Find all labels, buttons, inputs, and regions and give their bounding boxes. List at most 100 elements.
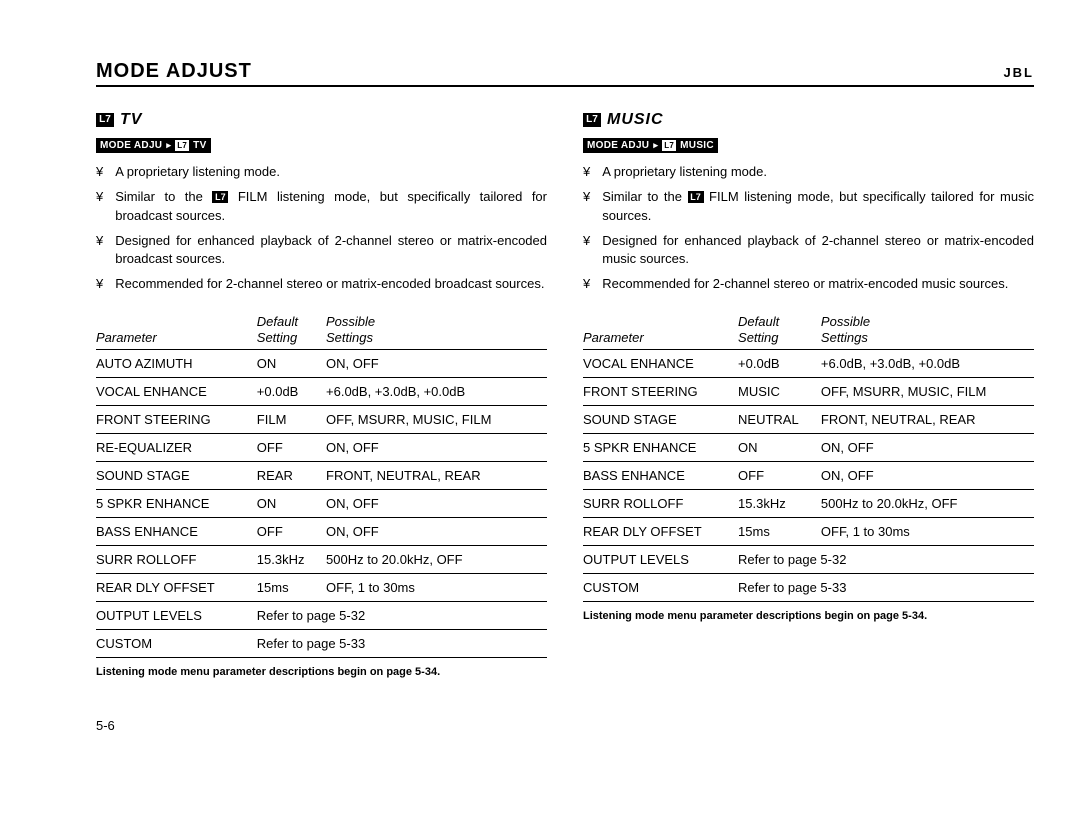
table-cell: REAR DLY OFFSET [583, 518, 738, 546]
bullets-tv: ¥A proprietary listening mode.¥Similar t… [96, 163, 547, 294]
table-cell: ON [257, 490, 326, 518]
table-cell: 15.3kHz [257, 546, 326, 574]
table-cell: Refer to page 5-32 [257, 602, 547, 630]
table-cell: OFF, 1 to 30ms [821, 518, 1034, 546]
menu-path-music: MODE ADJU ▸ L7 MUSIC [583, 138, 718, 153]
l7-icon: L7 [688, 191, 704, 203]
table-cell: CUSTOM [96, 630, 257, 658]
menu-segment: MUSIC [680, 140, 714, 151]
bullet-mark: ¥ [583, 188, 590, 226]
page: MODE ADJUST JBL L7 TV MODE ADJU ▸ L7 TV … [0, 0, 1080, 763]
th-possible: PossibleSettings [326, 312, 547, 350]
table-cell: NEUTRAL [738, 406, 821, 434]
menu-segment: MODE ADJU [587, 140, 649, 151]
table-row: OUTPUT LEVELSRefer to page 5-32 [96, 602, 547, 630]
table-cell: 5 SPKR ENHANCE [96, 490, 257, 518]
table-cell: 500Hz to 20.0kHz, OFF [821, 490, 1034, 518]
table-cell: ON, OFF [821, 434, 1034, 462]
mode-label: TV [120, 111, 142, 129]
table-row: FRONT STEERINGFILMOFF, MSURR, MUSIC, FIL… [96, 406, 547, 434]
page-number: 5-6 [96, 718, 1034, 733]
table-cell: Refer to page 5-32 [738, 546, 1034, 574]
table-row: REAR DLY OFFSET15msOFF, 1 to 30ms [96, 574, 547, 602]
table-cell: OFF [257, 518, 326, 546]
table-cell: +6.0dB, +3.0dB, +0.0dB [326, 378, 547, 406]
table-cell: +0.0dB [257, 378, 326, 406]
table-row: SURR ROLLOFF15.3kHz500Hz to 20.0kHz, OFF [96, 546, 547, 574]
table-cell: 15.3kHz [738, 490, 821, 518]
bullet-text: Recommended for 2-channel stereo or matr… [602, 275, 1034, 294]
table-row: VOCAL ENHANCE+0.0dB+6.0dB, +3.0dB, +0.0d… [583, 350, 1034, 378]
bullet-mark: ¥ [96, 232, 103, 270]
table-row: 5 SPKR ENHANCEONON, OFF [96, 490, 547, 518]
table-cell: ON [738, 434, 821, 462]
table-row: 5 SPKR ENHANCEONON, OFF [583, 434, 1034, 462]
table-cell: FILM [257, 406, 326, 434]
params-table-music: Parameter DefaultSetting PossibleSetting… [583, 312, 1034, 602]
table-cell: 500Hz to 20.0kHz, OFF [326, 546, 547, 574]
table-cell: FRONT, NEUTRAL, REAR [326, 462, 547, 490]
table-cell: +0.0dB [738, 350, 821, 378]
bullet-item: ¥A proprietary listening mode. [96, 163, 547, 182]
menu-segment: TV [193, 140, 206, 151]
table-cell: RE-EQUALIZER [96, 434, 257, 462]
table-row: VOCAL ENHANCE+0.0dB+6.0dB, +3.0dB, +0.0d… [96, 378, 547, 406]
table-cell: OUTPUT LEVELS [583, 546, 738, 574]
bullet-text: Designed for enhanced playback of 2-chan… [115, 232, 547, 270]
table-cell: ON, OFF [326, 434, 547, 462]
columns: L7 TV MODE ADJU ▸ L7 TV ¥A proprietary l… [96, 111, 1034, 678]
l7-icon: L7 [583, 113, 601, 127]
table-cell: ON, OFF [326, 490, 547, 518]
table-cell: OFF, MSURR, MUSIC, FILM [326, 406, 547, 434]
table-cell: VOCAL ENHANCE [583, 350, 738, 378]
bullet-item: ¥ Similar to the L7 FILM listening mode, … [583, 188, 1034, 226]
table-row: BASS ENHANCEOFFON, OFF [96, 518, 547, 546]
bullet-item: ¥Recommended for 2-channel stereo or mat… [96, 275, 547, 294]
table-cell: ON, OFF [821, 462, 1034, 490]
bullet-mark: ¥ [583, 232, 590, 270]
table-row: SURR ROLLOFF15.3kHz500Hz to 20.0kHz, OFF [583, 490, 1034, 518]
table-cell: REAR DLY OFFSET [96, 574, 257, 602]
table-cell: AUTO AZIMUTH [96, 350, 257, 378]
bullet-item: ¥Recommended for 2-channel stereo or mat… [583, 275, 1034, 294]
bullet-text: Designed for enhanced playback of 2-chan… [602, 232, 1034, 270]
th-default: DefaultSetting [738, 312, 821, 350]
table-cell: 5 SPKR ENHANCE [583, 434, 738, 462]
bullet-text: A proprietary listening mode. [115, 163, 547, 182]
menu-path-tv: MODE ADJU ▸ L7 TV [96, 138, 211, 153]
table-cell: SOUND STAGE [96, 462, 257, 490]
table-row: RE-EQUALIZEROFFON, OFF [96, 434, 547, 462]
th-parameter: Parameter [96, 312, 257, 350]
mode-title-music: L7 MUSIC [583, 111, 1034, 129]
bullet-text: Similar to the L7 FILM listening mode, b… [115, 188, 547, 226]
table-cell: OFF [257, 434, 326, 462]
bullet-item: ¥Similar to the L7 FILM listening mode, … [96, 188, 547, 226]
l7-icon: L7 [96, 113, 114, 127]
table-row: CUSTOMRefer to page 5-33 [96, 630, 547, 658]
table-cell: 15ms [738, 518, 821, 546]
bullets-music: ¥A proprietary listening mode.¥Similar t… [583, 163, 1034, 294]
l7-icon: L7 [212, 191, 228, 203]
table-cell: ON, OFF [326, 350, 547, 378]
table-cell: FRONT, NEUTRAL, REAR [821, 406, 1034, 434]
table-cell: BASS ENHANCE [583, 462, 738, 490]
table-row: REAR DLY OFFSET15msOFF, 1 to 30ms [583, 518, 1034, 546]
arrow-icon: ▸ [166, 140, 171, 151]
table-cell: +6.0dB, +3.0dB, +0.0dB [821, 350, 1034, 378]
table-cell: ON [257, 350, 326, 378]
bullet-text: Similar to the L7 FILM listening mode, b… [602, 188, 1034, 226]
bullet-item: ¥A proprietary listening mode. [583, 163, 1034, 182]
table-cell: MUSIC [738, 378, 821, 406]
table-cell: FRONT STEERING [96, 406, 257, 434]
table-cell: FRONT STEERING [583, 378, 738, 406]
bullet-item: ¥ Designed for enhanced playback of 2-cha… [96, 232, 547, 270]
left-column: L7 TV MODE ADJU ▸ L7 TV ¥A proprietary l… [96, 111, 547, 678]
table-cell: Refer to page 5-33 [738, 574, 1034, 602]
footnote-music: Listening mode menu parameter descriptio… [583, 610, 1034, 622]
menu-segment: MODE ADJU [100, 140, 162, 151]
bullet-mark: ¥ [96, 275, 103, 294]
table-row: SOUND STAGENEUTRALFRONT, NEUTRAL, REAR [583, 406, 1034, 434]
table-cell: SOUND STAGE [583, 406, 738, 434]
bullet-text: A proprietary listening mode. [602, 163, 1034, 182]
th-parameter: Parameter [583, 312, 738, 350]
